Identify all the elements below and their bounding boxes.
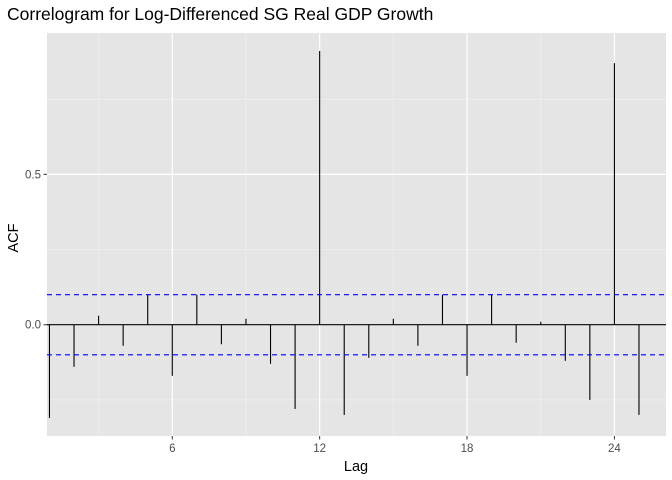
minor-gridlines <box>47 33 666 436</box>
y-tick-label: 0.5 <box>25 169 41 181</box>
x-axis-ticks: 6 12 18 24 <box>169 436 621 455</box>
plot-panel <box>47 33 666 436</box>
x-tick-label: 24 <box>608 443 621 455</box>
acf-bars <box>48 51 640 418</box>
x-tick-label: 6 <box>169 443 175 455</box>
y-axis-ticks: 0.0 0.5 <box>25 169 47 332</box>
y-axis-title: ACF <box>6 223 22 252</box>
x-tick-label: 12 <box>313 443 326 455</box>
y-tick-label: 0.0 <box>25 320 41 332</box>
x-tick-label: 18 <box>461 443 474 455</box>
chart-title: Correlogram for Log-Differenced SG Real … <box>7 4 433 24</box>
confidence-bounds <box>47 294 666 356</box>
x-axis-title: Lag <box>344 459 368 475</box>
